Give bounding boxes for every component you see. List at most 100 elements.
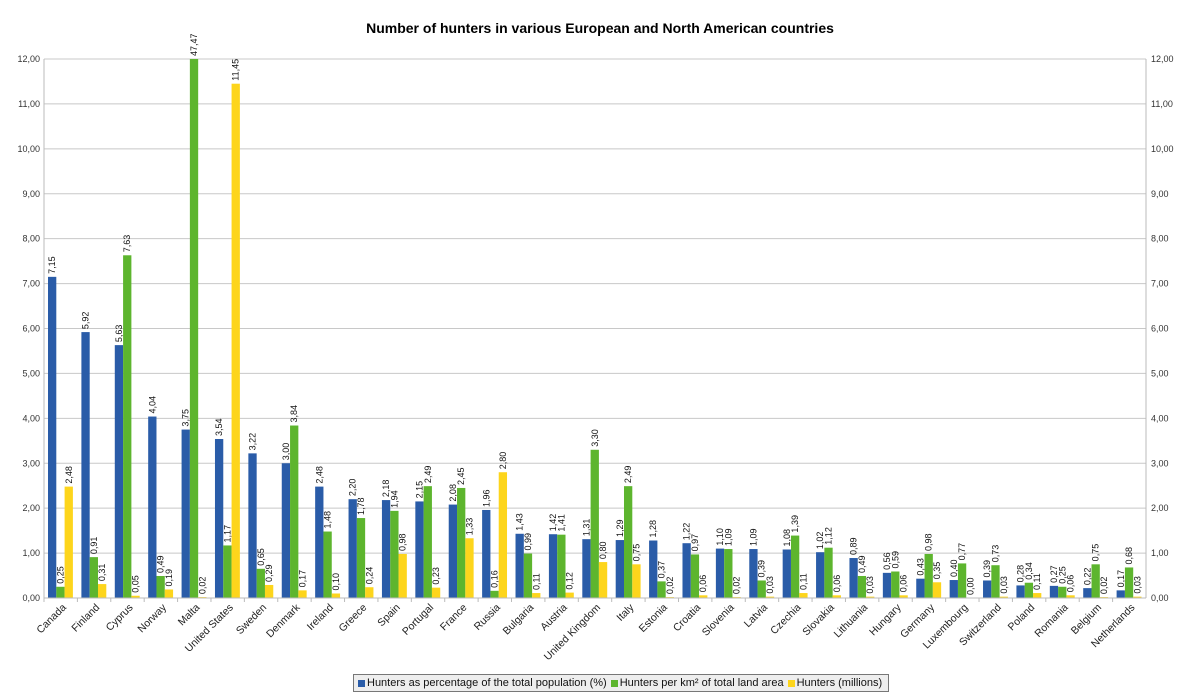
data-label: 2,20 bbox=[348, 479, 358, 497]
bar bbox=[264, 584, 274, 598]
data-label: 3,84 bbox=[289, 405, 299, 423]
data-label: 0,06 bbox=[832, 575, 842, 593]
data-label: 0,10 bbox=[331, 573, 341, 591]
data-label: 5,92 bbox=[81, 312, 91, 330]
data-label: 0,77 bbox=[957, 543, 967, 561]
data-label: 0,12 bbox=[565, 572, 575, 590]
bar bbox=[1116, 590, 1125, 598]
data-label: 0,80 bbox=[598, 542, 608, 560]
data-label: 1,17 bbox=[222, 525, 232, 543]
bar bbox=[690, 554, 700, 598]
bar bbox=[749, 549, 758, 598]
x-tick-label: Ireland bbox=[305, 602, 336, 633]
bar bbox=[423, 486, 432, 598]
bar bbox=[582, 539, 591, 598]
x-tick-label: Czechia bbox=[768, 602, 803, 637]
data-label: 47,47 bbox=[189, 33, 199, 56]
data-label: 0,22 bbox=[1082, 568, 1092, 586]
y-tick-label-left: 8,00 bbox=[22, 234, 40, 244]
data-label: 0,03 bbox=[765, 576, 775, 594]
bar bbox=[832, 595, 841, 598]
data-label: 0,75 bbox=[1091, 544, 1101, 562]
data-label: 2,48 bbox=[314, 466, 324, 484]
y-tick-label-left: 5,00 bbox=[22, 368, 40, 378]
y-tick-label-left: 1,00 bbox=[22, 548, 40, 558]
bar bbox=[315, 486, 324, 598]
data-label: 0,97 bbox=[690, 534, 700, 552]
data-label: 2,80 bbox=[498, 452, 508, 470]
bar bbox=[557, 534, 566, 598]
bar bbox=[882, 572, 892, 598]
data-label: 1,48 bbox=[323, 511, 333, 529]
bar bbox=[1058, 586, 1067, 598]
bar bbox=[123, 255, 132, 598]
data-label: 0,03 bbox=[1132, 576, 1142, 594]
y-tick-label-left: 4,00 bbox=[22, 413, 40, 423]
bar bbox=[431, 587, 441, 598]
bar bbox=[623, 486, 633, 598]
bar bbox=[565, 592, 574, 598]
data-label: 0,16 bbox=[490, 570, 500, 588]
bar bbox=[214, 438, 224, 598]
bar bbox=[398, 553, 407, 598]
bar bbox=[632, 564, 641, 598]
x-tick-label: Greece bbox=[337, 602, 370, 635]
data-label: 1,09 bbox=[723, 529, 733, 547]
data-label: 2,49 bbox=[623, 466, 633, 484]
x-tick-label: Poland bbox=[1006, 602, 1038, 634]
bar bbox=[1133, 596, 1142, 598]
data-label: 0,03 bbox=[999, 576, 1009, 594]
data-label: 0,39 bbox=[982, 560, 992, 578]
data-label: 1,78 bbox=[356, 498, 366, 516]
legend-item-per-km2: Hunters per km² of total land area bbox=[610, 677, 784, 689]
legend-label: Hunters as percentage of the total popul… bbox=[367, 677, 607, 689]
bar bbox=[924, 553, 933, 598]
x-tick-label: Austria bbox=[538, 602, 570, 634]
data-label: 0,23 bbox=[431, 567, 441, 585]
y-tick-label-left: 10,00 bbox=[17, 144, 40, 154]
data-label: 7,15 bbox=[47, 256, 57, 274]
bar bbox=[765, 596, 775, 598]
bar bbox=[223, 545, 232, 598]
data-label: 0,28 bbox=[1016, 565, 1026, 583]
bar bbox=[448, 504, 458, 598]
data-label: 4,04 bbox=[147, 396, 157, 414]
bar bbox=[64, 486, 73, 598]
x-tick-label: Finland bbox=[69, 602, 102, 635]
x-tick-label: Cyprus bbox=[104, 602, 136, 634]
y-tick-label-right: 0,00 bbox=[1151, 593, 1169, 603]
y-tick-label-left: 3,00 bbox=[22, 458, 40, 468]
bar bbox=[932, 582, 942, 598]
bar bbox=[999, 596, 1008, 598]
bar bbox=[114, 345, 124, 598]
data-label: 3,22 bbox=[248, 433, 258, 451]
data-label: 0,31 bbox=[97, 564, 107, 582]
data-label: 0,29 bbox=[264, 564, 274, 582]
bar bbox=[757, 580, 766, 598]
bar bbox=[1033, 593, 1042, 598]
x-tick-label: Portugal bbox=[400, 602, 436, 638]
data-label: 1,12 bbox=[824, 527, 834, 545]
data-label: 1,10 bbox=[715, 528, 725, 546]
bar bbox=[790, 535, 800, 598]
data-label: 0,98 bbox=[924, 533, 934, 551]
bar bbox=[1083, 588, 1092, 598]
data-label: 0,25 bbox=[1057, 566, 1067, 584]
data-label: 0,27 bbox=[1049, 565, 1059, 583]
data-label: 0,02 bbox=[665, 577, 675, 595]
data-label: 1,28 bbox=[648, 520, 658, 538]
data-label: 0,00 bbox=[965, 577, 975, 595]
data-label: 1,41 bbox=[556, 514, 566, 532]
y-tick-label-left: 6,00 bbox=[22, 324, 40, 334]
x-tick-label: Lithuania bbox=[832, 602, 871, 641]
bar bbox=[164, 589, 174, 598]
x-tick-label: Latvia bbox=[742, 602, 770, 630]
data-label: 2,45 bbox=[456, 467, 466, 485]
x-tick-label: Malta bbox=[176, 602, 203, 629]
bar bbox=[97, 584, 107, 598]
bar bbox=[590, 449, 599, 598]
bar bbox=[482, 509, 491, 598]
bar bbox=[81, 332, 90, 598]
data-label: 5,63 bbox=[114, 325, 124, 343]
bar bbox=[381, 500, 391, 598]
